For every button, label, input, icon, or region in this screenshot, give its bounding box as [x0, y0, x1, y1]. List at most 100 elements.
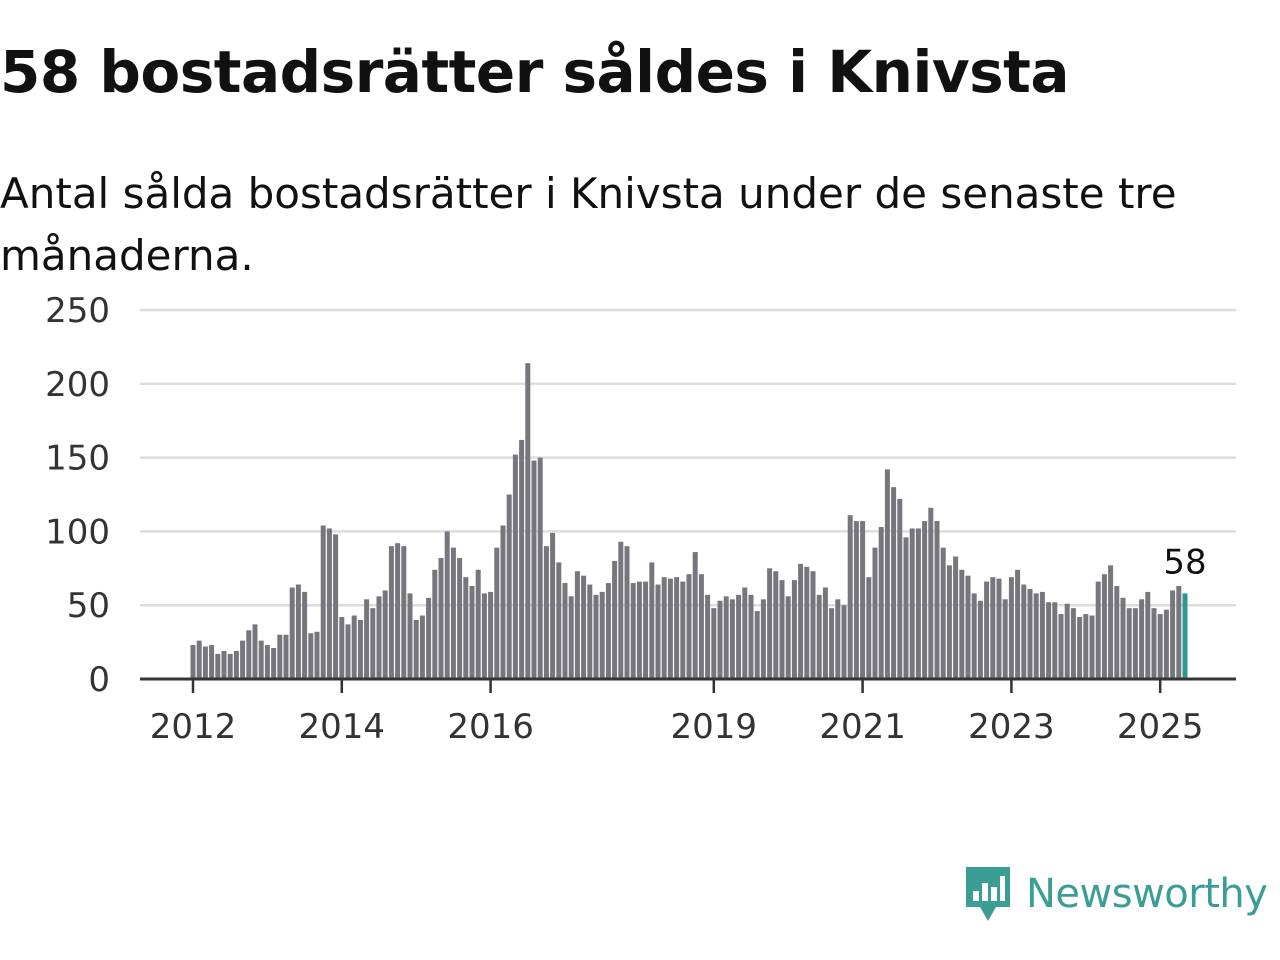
bar	[779, 580, 785, 679]
bar	[1114, 586, 1120, 679]
bar	[866, 577, 872, 679]
bar	[320, 525, 326, 679]
bar	[599, 591, 605, 679]
bar	[1139, 599, 1145, 679]
y-tick-label: 50	[67, 586, 110, 626]
bar	[742, 587, 748, 679]
bar	[488, 591, 494, 679]
y-tick-label: 150	[45, 439, 110, 479]
y-tick-label: 250	[45, 291, 110, 331]
bar	[872, 547, 878, 679]
bar	[457, 557, 463, 679]
bar	[1070, 608, 1076, 679]
bar	[829, 608, 835, 679]
bar	[345, 624, 351, 679]
bar	[314, 631, 320, 679]
bar	[277, 634, 283, 679]
bar	[655, 584, 661, 679]
bar	[568, 596, 574, 679]
bar	[550, 532, 556, 679]
bar	[295, 584, 301, 679]
bar	[302, 591, 308, 679]
bar	[1064, 603, 1070, 679]
bar	[1170, 590, 1176, 679]
bar	[543, 546, 549, 679]
bar	[674, 577, 680, 679]
bar	[940, 547, 946, 679]
bar	[971, 593, 977, 679]
bar	[202, 646, 208, 679]
bar	[990, 577, 996, 679]
bar	[711, 608, 717, 679]
bar	[915, 528, 921, 679]
bar	[388, 546, 394, 679]
bar	[395, 543, 401, 679]
bar	[612, 560, 618, 679]
bar	[308, 633, 314, 679]
bar	[463, 577, 469, 679]
bar	[271, 648, 277, 679]
y-tick-label: 0	[88, 660, 110, 700]
bar	[1008, 577, 1014, 679]
bar	[692, 552, 698, 679]
bar	[370, 608, 376, 679]
bar	[351, 615, 357, 679]
bar	[723, 596, 729, 679]
x-tick-label: 2025	[1117, 707, 1204, 747]
bar	[581, 575, 587, 679]
chart-title: 58 bostadsrätter såldes i Knivsta	[0, 38, 1070, 106]
bar	[333, 534, 339, 679]
bar	[1132, 608, 1138, 679]
bar	[289, 587, 295, 679]
bar	[382, 590, 388, 679]
bar	[1002, 599, 1008, 679]
bar	[717, 600, 723, 679]
bar	[481, 593, 487, 679]
bar	[1021, 584, 1027, 679]
bar	[357, 619, 363, 679]
gridlines	[140, 308, 1236, 607]
bar	[252, 624, 258, 679]
bar	[822, 587, 828, 679]
bar	[475, 569, 481, 679]
bar	[618, 541, 624, 679]
bar	[636, 581, 642, 679]
bar	[1126, 608, 1132, 679]
bar	[835, 599, 841, 679]
bar	[729, 599, 735, 679]
bar	[1039, 591, 1045, 679]
bar	[364, 599, 370, 679]
bar	[661, 577, 667, 679]
bar	[215, 653, 221, 679]
bar	[1033, 593, 1039, 679]
bar	[860, 521, 866, 679]
annotations: 58	[1163, 542, 1206, 582]
bar	[884, 469, 890, 679]
bar	[326, 528, 332, 679]
bar	[1145, 591, 1151, 679]
bar	[587, 584, 593, 679]
bar	[953, 556, 959, 679]
bar	[376, 596, 382, 679]
bar	[258, 640, 264, 679]
x-tick-label: 2016	[447, 707, 534, 747]
bar	[760, 599, 766, 679]
y-tick-label: 100	[45, 512, 110, 552]
newsworthy-logo-icon	[966, 867, 1010, 921]
bar	[1027, 588, 1033, 679]
bar	[934, 521, 940, 679]
y-axis-tick-labels: 0 50 100 150 200 250	[45, 291, 110, 700]
x-tick-label: 2014	[299, 707, 386, 747]
bar	[810, 571, 816, 679]
bar	[977, 600, 983, 679]
bar	[209, 645, 215, 679]
bar	[686, 574, 692, 679]
bar	[643, 581, 649, 679]
bar-highlight	[1182, 593, 1188, 679]
bar	[909, 528, 915, 679]
bar	[816, 594, 822, 679]
bar	[767, 568, 773, 679]
bar	[903, 537, 909, 679]
bar	[853, 521, 859, 679]
last-value-label: 58	[1163, 542, 1206, 582]
